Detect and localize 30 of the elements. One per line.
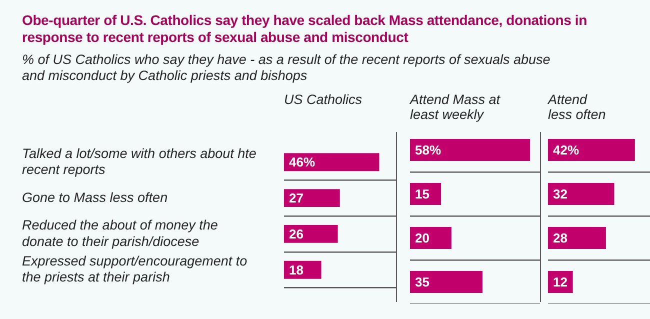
bar	[548, 183, 614, 205]
data-label: 26	[289, 226, 304, 242]
y-tick-label: Expressed support/encouragement to the priests at their parish	[22, 254, 248, 285]
chart-title: US Catholics	[284, 92, 364, 107]
bar	[548, 227, 606, 249]
data-label: 18	[289, 262, 304, 278]
data-label: 46%	[289, 154, 316, 170]
y-tick-label: Gone to Mass less often	[22, 190, 168, 205]
data-label: 27	[289, 190, 304, 206]
data-label: 20	[415, 230, 430, 246]
data-label: 32	[553, 186, 568, 202]
data-label: 35	[415, 274, 430, 290]
text: Obe-quarter of U.S. Catholics say they have scaled back Mass attendance, donations in response to recent reports of sexual abuse and misconduct	[22, 12, 588, 46]
bar	[410, 271, 482, 293]
data-label: 15	[415, 186, 430, 202]
bar	[410, 139, 530, 161]
chart-title: Attend less often	[548, 92, 607, 122]
data-label: 58%	[415, 142, 442, 158]
chart-title: Attend Mass at least weekly	[410, 92, 502, 122]
data-label: 42%	[553, 142, 580, 158]
y-tick-label: Reduced the about of money the donate to their parish/diocese	[22, 218, 218, 249]
bar	[548, 139, 635, 161]
data-label: 28	[553, 230, 568, 246]
bar	[284, 224, 338, 243]
y-tick-label: Talked a lot/some with others about hte recent reports	[22, 146, 256, 177]
text: % of US Catholics who say they have - as a result of the recent reports of sexuals abuse and misconduct by Catholic priests and bishops	[22, 52, 552, 84]
data-label: 12	[553, 274, 568, 290]
bar	[284, 189, 340, 208]
bar	[284, 153, 380, 172]
bar	[410, 227, 452, 249]
